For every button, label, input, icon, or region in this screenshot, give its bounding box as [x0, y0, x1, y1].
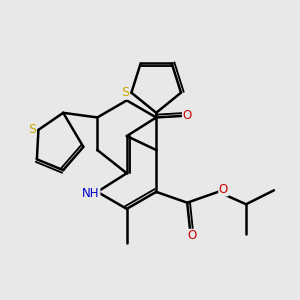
Text: S: S	[28, 123, 36, 136]
Text: NH: NH	[82, 187, 100, 200]
Text: S: S	[121, 86, 129, 99]
Text: O: O	[183, 110, 192, 122]
Text: O: O	[219, 183, 228, 196]
Text: O: O	[187, 230, 196, 242]
